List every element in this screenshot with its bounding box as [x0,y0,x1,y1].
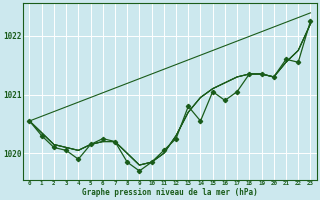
X-axis label: Graphe pression niveau de la mer (hPa): Graphe pression niveau de la mer (hPa) [82,188,258,197]
